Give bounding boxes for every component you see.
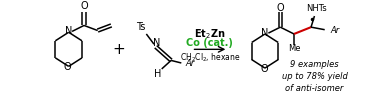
Text: N: N <box>153 38 160 48</box>
Text: Ts: Ts <box>136 22 145 32</box>
Text: Ar: Ar <box>330 26 339 35</box>
Text: Et$_2$Zn: Et$_2$Zn <box>194 27 226 41</box>
Text: Co (cat.): Co (cat.) <box>186 38 233 48</box>
Text: H: H <box>154 69 161 79</box>
Text: Me: Me <box>288 44 300 53</box>
Text: +: + <box>113 42 125 57</box>
Text: 9 examples
up to 78% yield
of anti-isomer: 9 examples up to 78% yield of anti-isome… <box>282 60 347 93</box>
Text: CH$_2$Cl$_2$, hexane: CH$_2$Cl$_2$, hexane <box>180 52 240 64</box>
Text: NHTs: NHTs <box>306 4 327 13</box>
Text: N: N <box>65 26 72 36</box>
Text: N: N <box>261 28 269 38</box>
Text: Ar: Ar <box>185 59 194 68</box>
Text: O: O <box>277 2 284 12</box>
Text: O: O <box>80 1 88 11</box>
Text: O: O <box>64 62 71 72</box>
Text: O: O <box>260 64 268 74</box>
